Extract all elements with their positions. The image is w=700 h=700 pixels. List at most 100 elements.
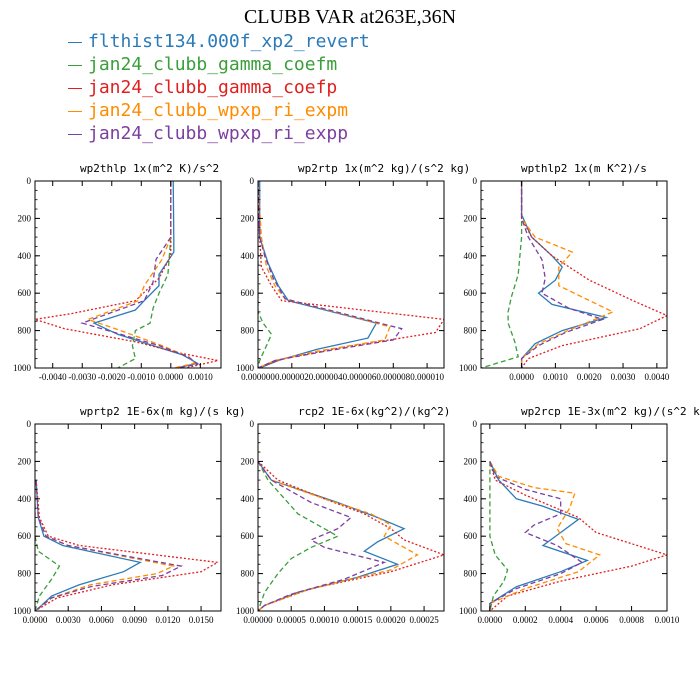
legend-label: jan24_clubb_wpxp_ri_expp xyxy=(88,123,349,144)
legend-item: jan24_clubb_gamma_coefm xyxy=(68,53,370,76)
x-tick-label: 0.000004 xyxy=(309,372,343,382)
y-tick-label: 1000 xyxy=(459,606,478,616)
legend-label: flthist134.000f_xp2_revert xyxy=(88,31,370,52)
panel-title: wprtp2 1E-6x(m kg)/(s kg) xyxy=(80,405,246,418)
x-tick-label: 0.000010 xyxy=(410,372,444,382)
y-tick-label: 1000 xyxy=(459,363,478,373)
series-line xyxy=(258,181,444,368)
x-tick-label: 0.0004 xyxy=(548,615,573,625)
y-tick-label: 600 xyxy=(464,531,478,541)
series-line xyxy=(258,461,406,611)
series-line xyxy=(520,181,609,368)
x-tick-label: 0.00020 xyxy=(376,615,406,625)
panel-title: wpthlp2 1x(m K^2)/s xyxy=(521,162,647,175)
panel-title: rcp2 1E-6x(kg^2)/(kg^2) xyxy=(298,405,450,418)
y-tick-label: 800 xyxy=(464,569,478,579)
legend-item: jan24_clubb_wpxp_ri_expp xyxy=(68,122,370,145)
series-line xyxy=(520,181,615,368)
x-tick-label: -0.0040 xyxy=(39,372,67,382)
y-tick-label: 0 xyxy=(27,176,32,186)
x-tick-label: 0.0030 xyxy=(56,615,81,625)
y-tick-label: 600 xyxy=(18,531,32,541)
x-tick-label: 0.0010 xyxy=(188,372,213,382)
legend-item: jan24_clubb_gamma_coefp xyxy=(68,76,370,99)
series-line xyxy=(489,461,509,611)
y-tick-label: 1000 xyxy=(236,606,255,616)
series-line xyxy=(80,181,199,368)
legend-dash-icon xyxy=(68,87,82,89)
plot-frame xyxy=(257,180,445,369)
series-line xyxy=(35,480,61,611)
legend-label: jan24_clubb_gamma_coefp xyxy=(88,77,338,98)
y-tick-label: 0 xyxy=(250,419,255,429)
x-tick-label: 0.00000 xyxy=(243,615,273,625)
y-tick-label: 400 xyxy=(241,251,255,261)
series-line xyxy=(259,181,378,368)
series-line xyxy=(35,480,143,611)
x-tick-label: 0.0090 xyxy=(122,615,147,625)
x-tick-label: -0.0020 xyxy=(98,372,126,382)
x-tick-label: 0.0010 xyxy=(543,372,568,382)
y-tick-label: 0 xyxy=(473,176,478,186)
series-line xyxy=(258,460,444,611)
y-tick-label: 800 xyxy=(18,326,32,336)
x-tick-label: 0.000006 xyxy=(343,372,377,382)
x-tick-label: 0.0008 xyxy=(619,615,644,625)
series-line xyxy=(520,181,605,368)
x-tick-label: 0.0000 xyxy=(158,372,183,382)
legend-dash-icon xyxy=(68,64,82,66)
x-tick-label: 0.0060 xyxy=(89,615,114,625)
x-tick-label: 0.0010 xyxy=(655,615,680,625)
panel: wprtp2 1E-6x(m kg)/(s kg) 0 200 400 600 800 10… xyxy=(13,405,246,625)
panel-title: wp2rcp 1E-3x(m^2 kg)/(s^2 kg) xyxy=(521,405,700,418)
y-tick-label: 400 xyxy=(18,251,32,261)
panel-title: wp2thlp 1x(m^2 K)/s^2 xyxy=(80,162,219,175)
series-line xyxy=(86,181,196,368)
x-tick-label: 0.0120 xyxy=(155,615,180,625)
series-line xyxy=(489,461,667,611)
x-tick-label: -0.0030 xyxy=(68,372,96,382)
y-tick-label: 0 xyxy=(27,419,32,429)
y-tick-label: 400 xyxy=(241,494,255,504)
series-line xyxy=(520,181,667,368)
panel: wpthlp2 1x(m K^2)/s 0 200 400 600 800 1000 0.00… xyxy=(459,162,670,382)
x-tick-label: 0.0030 xyxy=(611,372,636,382)
x-tick-label: 0.00005 xyxy=(277,615,307,625)
y-tick-label: 200 xyxy=(18,213,32,223)
x-tick-label: 0.0020 xyxy=(577,372,602,382)
legend: flthist134.000f_xp2_revert jan24_clubb_g… xyxy=(68,30,370,145)
series-line xyxy=(258,461,340,611)
x-tick-label: 0.0000 xyxy=(23,615,48,625)
x-tick-label: 0.0002 xyxy=(513,615,538,625)
y-tick-label: 200 xyxy=(464,456,478,466)
plot-frame xyxy=(34,180,222,369)
x-tick-label: 0.0006 xyxy=(584,615,609,625)
legend-dash-icon xyxy=(68,133,82,135)
x-tick-label: 0.0000 xyxy=(509,372,534,382)
legend-dash-icon xyxy=(68,41,82,43)
y-tick-label: 800 xyxy=(241,326,255,336)
panel-title: wp2rtp 1x(m^2 kg)/(s^2 kg) xyxy=(298,162,470,175)
series-line xyxy=(489,461,584,611)
legend-label: jan24_clubb_wpxp_ri_expm xyxy=(88,100,349,121)
series-line xyxy=(258,181,391,368)
y-tick-label: 1000 xyxy=(13,606,32,616)
series-line xyxy=(35,480,176,611)
y-tick-label: 800 xyxy=(464,326,478,336)
y-tick-label: 800 xyxy=(241,569,255,579)
series-line xyxy=(117,181,172,368)
x-tick-label: 0.00025 xyxy=(409,615,439,625)
y-tick-label: 400 xyxy=(464,251,478,261)
series-line xyxy=(481,181,523,368)
y-tick-label: 600 xyxy=(241,288,255,298)
x-tick-label: 0.00015 xyxy=(343,615,373,625)
series-line xyxy=(35,181,219,368)
y-tick-label: 0 xyxy=(473,419,478,429)
x-tick-label: 0.0150 xyxy=(189,615,214,625)
legend-dash-icon xyxy=(68,110,82,112)
y-tick-label: 200 xyxy=(18,456,32,466)
x-tick-label: 0.0040 xyxy=(644,372,669,382)
legend-label: jan24_clubb_gamma_coefm xyxy=(88,54,338,75)
x-tick-label: 0.00010 xyxy=(310,615,340,625)
